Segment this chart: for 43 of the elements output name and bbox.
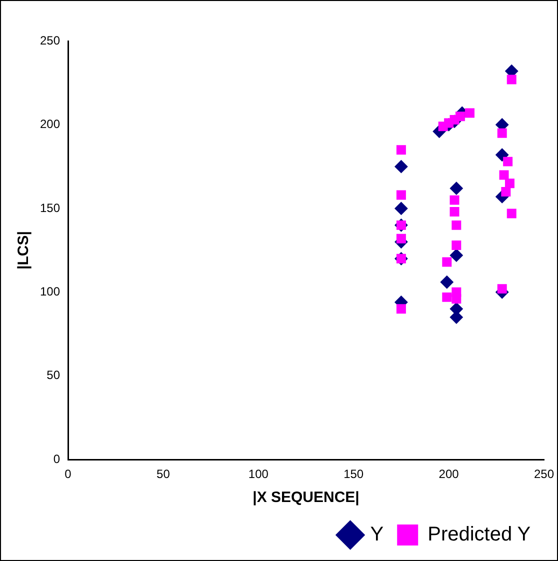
point: [450, 248, 463, 262]
x-tick-label: 50: [156, 467, 170, 482]
point: [506, 208, 516, 218]
point: [504, 178, 514, 188]
point: [396, 304, 406, 314]
point: [501, 186, 511, 196]
point: [452, 240, 462, 250]
point: [450, 195, 460, 205]
point: [440, 276, 454, 289]
y-tick-label: 0: [53, 452, 60, 466]
x-axis-title: |X SEQUENCE|: [252, 489, 360, 506]
y-tick-label: 150: [40, 200, 60, 215]
point: [394, 202, 408, 215]
y-tick-label: 200: [40, 117, 60, 132]
point: [396, 190, 406, 200]
point: [396, 145, 406, 155]
point: [452, 294, 462, 304]
point: [442, 292, 452, 302]
point: [503, 156, 513, 166]
point: [394, 160, 408, 174]
x-tick-label: 150: [344, 467, 364, 482]
point: [455, 112, 465, 122]
point: [396, 234, 406, 244]
y-axis-title: |LCS|: [15, 231, 32, 270]
point: [442, 257, 452, 267]
point: [496, 148, 509, 162]
point: [499, 170, 509, 180]
point: [464, 108, 474, 118]
x-tick-label: 200: [438, 467, 460, 482]
y-tick-label: 100: [40, 284, 60, 298]
point: [497, 284, 507, 294]
point: [506, 74, 516, 84]
point: [497, 128, 507, 138]
y-tick-label: 250: [40, 33, 60, 48]
point: [450, 207, 460, 217]
x-tick-label: 250: [534, 467, 554, 482]
x-tick-label: 100: [248, 467, 269, 482]
legend-label: Y: [370, 524, 384, 546]
legend-label: Predicted Y: [428, 524, 531, 546]
y-tick-label: 50: [46, 368, 60, 382]
point: [450, 182, 463, 195]
x-tick-label: 0: [64, 467, 72, 482]
point: [452, 220, 462, 230]
